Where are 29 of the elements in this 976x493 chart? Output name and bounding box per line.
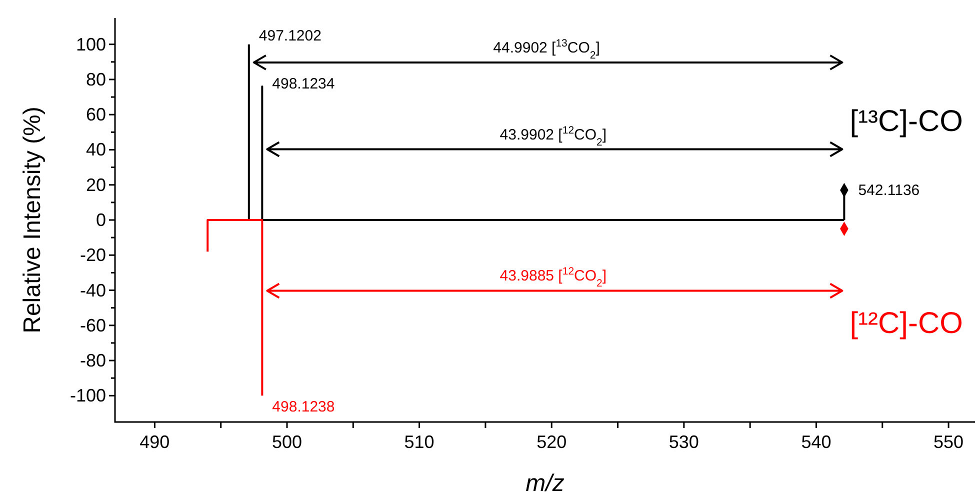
y-tick-label: 80 bbox=[86, 69, 106, 90]
x-tick-label: 540 bbox=[801, 432, 832, 452]
y-tick-label: -20 bbox=[80, 245, 106, 266]
annotation: 498.1238 bbox=[272, 398, 335, 416]
annotation: 542.1136 bbox=[858, 182, 920, 200]
annotation: 43.9902 [$^{12}$CO$_{2}$] bbox=[500, 124, 607, 148]
y-tick-label: -60 bbox=[80, 315, 106, 336]
x-tick-label: 510 bbox=[404, 432, 434, 452]
x-tick-label: 520 bbox=[536, 432, 567, 452]
y-tick-label: 60 bbox=[86, 104, 106, 125]
annotation: 498.1234 bbox=[272, 76, 335, 93]
y-tick-label: -100 bbox=[70, 386, 106, 406]
x-tick-label: 500 bbox=[272, 432, 302, 452]
x-tick-label: 530 bbox=[668, 432, 699, 452]
y-tick-label: 40 bbox=[86, 140, 106, 160]
legend-label: [¹³C]-CO bbox=[850, 105, 963, 138]
y-axis-title: Relative Intensity (%) bbox=[19, 106, 46, 334]
legend-label: [¹²C]-CO bbox=[850, 307, 963, 340]
y-tick-label: -80 bbox=[80, 350, 106, 371]
x-tick-label: 490 bbox=[140, 432, 170, 452]
annotation: 43.9885 [$^{12}$CO$_{2}$] bbox=[500, 266, 607, 290]
x-tick-label: 550 bbox=[934, 432, 964, 452]
y-tick-label: 0 bbox=[96, 210, 106, 230]
annotation: 497.1202 bbox=[258, 27, 322, 44]
y-tick-label: 20 bbox=[86, 174, 106, 195]
y-tick-label: -40 bbox=[80, 280, 106, 300]
x-axis-title: m/z bbox=[526, 470, 564, 493]
annotation: 44.9902 [$^{13}$CO$_{2}$] bbox=[493, 37, 600, 62]
y-tick-label: 100 bbox=[76, 34, 106, 54]
